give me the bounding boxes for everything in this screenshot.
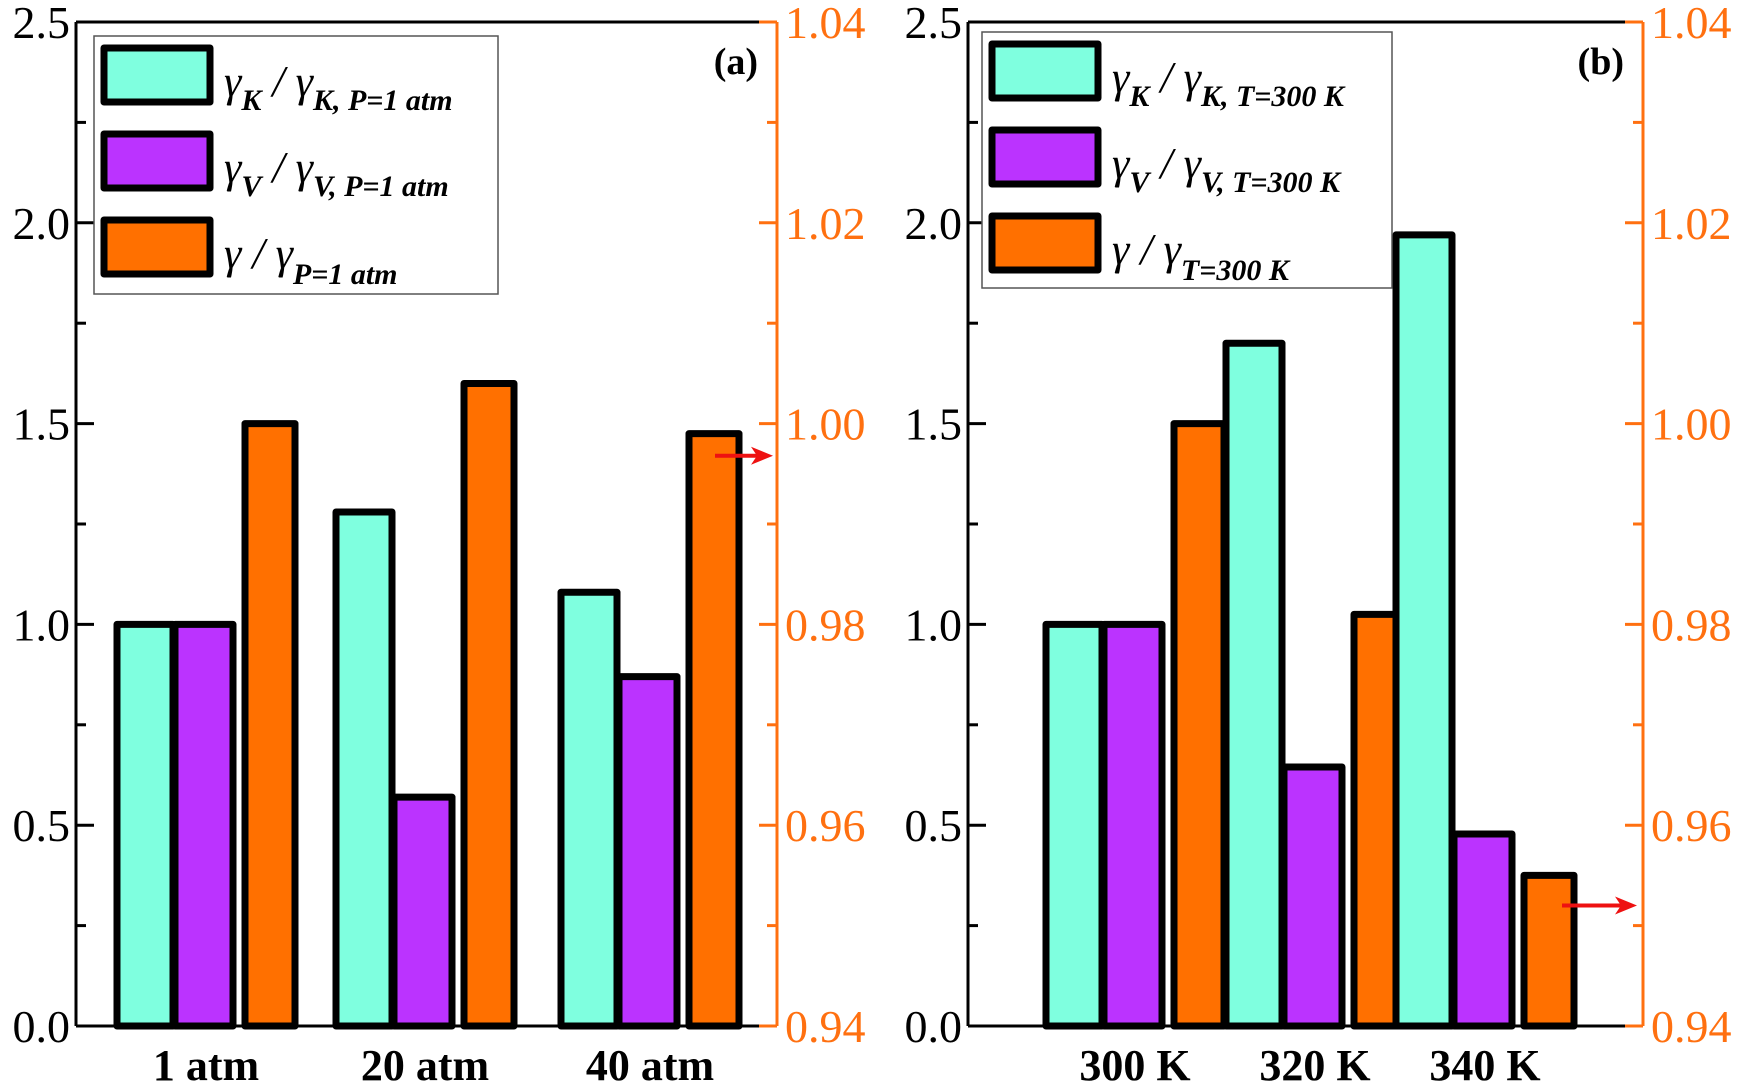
right-tick-label: 0.96: [1651, 800, 1732, 851]
panel-label: (a): [714, 41, 758, 83]
legend-swatch-gamma: [988, 212, 1102, 274]
bar-gamma-V-1: [1280, 763, 1346, 1030]
right-tick-label: 1.02: [1651, 198, 1732, 249]
bar-gamma-K-1: [332, 508, 396, 1030]
right-tick-label: 1.02: [785, 198, 866, 249]
left-tick-label: 1.5: [905, 399, 963, 450]
left-tick-label: 1.5: [13, 399, 71, 450]
left-tick-label: 0.5: [13, 800, 71, 851]
legend-swatch-gamma-K: [988, 40, 1102, 102]
bar-gamma-V-0: [1100, 620, 1166, 1030]
bar-gamma-K-2: [557, 588, 621, 1030]
legend-label: γV / γV, T=300 K: [1112, 139, 1342, 199]
left-tick-label: 2.0: [13, 198, 71, 249]
arrow-right-icon: [751, 446, 773, 465]
legend: γK / γK, T=300 K γV / γV, T=300 K γ / γT=3…: [981, 31, 1393, 289]
panel-b: 300 K 320 K 340 K 0.0 0.5 1.0 1.5 2.0 2.5 0.94 0.9…: [905, 0, 1732, 1089]
legend-label: γ / γP=1 atm: [224, 229, 398, 291]
arrow-right-icon: [1615, 896, 1637, 915]
x-tick-label: 40 atm: [586, 1041, 714, 1089]
panel-label: (b): [1578, 41, 1624, 83]
legend: γK / γK, P=1 atm γV / γV, P=1 atm γ / γP=1…: [93, 35, 499, 295]
legend-label: γV / γV, P=1 atm: [224, 143, 449, 203]
bar-gamma-K-1: [1222, 339, 1286, 1030]
left-tick-label: 0.5: [905, 800, 963, 851]
legend-swatch-gamma-V: [988, 126, 1102, 188]
x-tick-label: 340 K: [1429, 1041, 1540, 1089]
bar-gamma-0: [1170, 420, 1228, 1030]
bar-gamma-V-1: [390, 793, 456, 1030]
left-tick-label: 1.0: [905, 599, 963, 650]
right-tick-label: 0.98: [785, 599, 866, 650]
x-tick-label: 1 atm: [153, 1041, 259, 1089]
legend-swatch-gamma-K: [100, 44, 214, 106]
panel-a: 1 atm 20 atm 40 atm 0.0 0.5 1.0 1.5 2.0 2.5 0.94 0…: [13, 0, 866, 1089]
bar-gamma-2: [1520, 871, 1578, 1030]
right-tick-label: 0.94: [785, 1001, 866, 1052]
right-tick-label: 0.98: [1651, 599, 1732, 650]
right-tick-label: 1.04: [1651, 0, 1732, 48]
legend-label: γK / γK, T=300 K: [1112, 53, 1346, 113]
right-tick-label: 0.96: [785, 800, 866, 851]
right-tick-label: 1.00: [1651, 399, 1732, 450]
bar-gamma-1: [460, 379, 518, 1030]
legend-swatch-gamma-V: [100, 130, 214, 192]
bar-gamma-V-2: [615, 673, 681, 1030]
bar-gamma-K-2: [1392, 231, 1456, 1030]
bar-gamma-V-0: [171, 620, 237, 1030]
right-tick-label: 0.94: [1651, 1001, 1732, 1052]
right-tick-label: 1.00: [785, 399, 866, 450]
left-tick-label: 2.0: [905, 198, 963, 249]
left-tick-label: 2.5: [13, 0, 71, 48]
bar-gamma-K-0: [1042, 620, 1106, 1030]
x-tick-label: 320 K: [1259, 1041, 1370, 1089]
legend-swatch-gamma: [100, 216, 214, 278]
x-tick-label: 300 K: [1079, 1041, 1190, 1089]
bar-gamma-0: [241, 420, 299, 1030]
legend-label: γ / γT=300 K: [1112, 225, 1291, 287]
bar-gamma-V-2: [1450, 830, 1516, 1030]
left-tick-label: 0.0: [905, 1001, 963, 1052]
bar-gamma-K-0: [113, 620, 177, 1030]
left-tick-label: 2.5: [905, 0, 963, 48]
x-tick-label: 20 atm: [361, 1041, 489, 1089]
left-tick-label: 0.0: [13, 1001, 71, 1052]
right-tick-label: 1.04: [785, 0, 866, 48]
bar-gamma-2: [685, 430, 743, 1030]
legend-label: γK / γK, P=1 atm: [224, 57, 453, 117]
left-tick-label: 1.0: [13, 599, 71, 650]
